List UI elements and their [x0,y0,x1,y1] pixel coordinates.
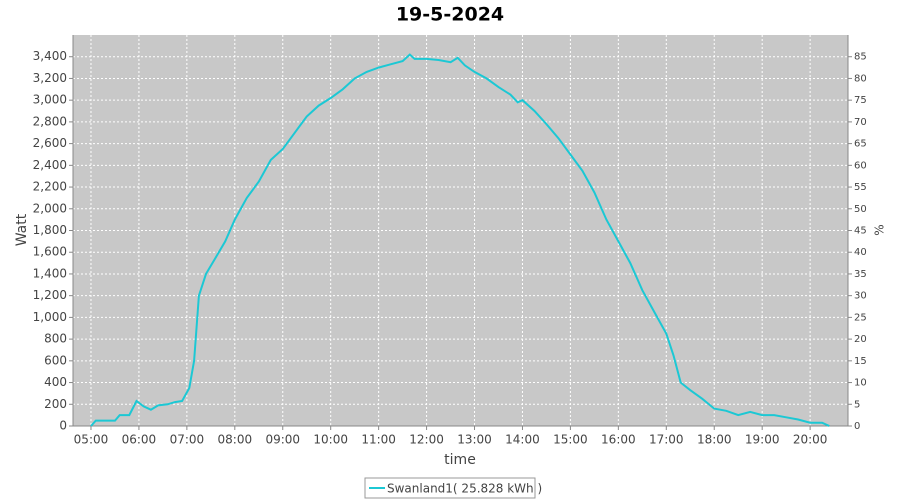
y2-tick-label: 80 [854,73,867,84]
y2-tick-label: 15 [854,356,867,367]
y-tick-label: 1,400 [33,266,67,280]
line-series [90,53,830,427]
x-tick-label: 05:00 [74,433,109,447]
y2-tick-label: 40 [854,247,867,258]
chart-title: 19-5-2024 [396,4,504,26]
x-axis-label: time [444,452,476,468]
y-tick-label: 1,800 [33,223,67,237]
y2-axis-label: % [873,224,887,235]
y-tick-label: 2,200 [33,180,67,194]
y-tick-label: 1,600 [33,245,67,259]
y2-tick-label: 75 [854,95,867,106]
x-tick-label: 19:00 [745,433,780,447]
x-tick-label: 14:00 [505,433,540,447]
x-tick-label: 12:00 [409,433,444,447]
legend [364,477,536,499]
y-tick-label: 200 [44,397,67,411]
x-tick-label: 15:00 [553,433,588,447]
y-tick-label: 1,200 [33,288,67,302]
y-tick-label: 400 [44,375,67,389]
y-tick-label: 2,400 [33,158,67,172]
y-tick-label: 0 [59,419,67,433]
legend-label: Swanland1( 25.828 kWh ) [387,482,542,496]
y2-tick-label: 10 [854,378,867,389]
y2-tick-label: 45 [854,226,867,237]
y-tick-label: 1,000 [33,310,67,324]
y2-tick-label: 55 [854,182,867,193]
x-tick-label: 10:00 [313,433,348,447]
y2-tick-label: 85 [854,52,867,63]
y2-tick-label: 0 [854,421,860,432]
y2-tick-label: 70 [854,117,867,128]
y-tick-label: 2,600 [33,136,67,150]
y-tick-label: 2,800 [33,114,67,128]
x-tick-label: 17:00 [649,433,684,447]
x-tick-label: 11:00 [361,433,396,447]
y-axis-label: Watt [14,213,30,246]
y-tick-label: 800 [44,332,67,346]
y-tick-label: 2,000 [33,201,67,215]
y-tick-label: 600 [44,353,67,367]
y2-tick-label: 65 [854,139,867,150]
y2-tick-label: 25 [854,312,867,323]
y2-tick-label: 30 [854,291,867,302]
x-tick-label: 07:00 [170,433,205,447]
y-tick-label: 3,200 [33,71,67,85]
y2-tick-label: 5 [854,399,860,410]
y2-tick-label: 35 [854,269,867,280]
x-tick-label: 08:00 [218,433,253,447]
x-tick-label: 09:00 [265,433,300,447]
x-tick-label: 13:00 [457,433,492,447]
y-tick-label: 3,400 [33,49,67,63]
y-tick-label: 3,000 [33,93,67,107]
x-tick-label: 20:00 [793,433,828,447]
x-tick-label: 16:00 [601,433,636,447]
y2-tick-label: 60 [854,160,867,171]
x-tick-label: 18:00 [697,433,732,447]
x-tick-label: 06:00 [122,433,157,447]
y2-tick-label: 50 [854,204,867,215]
y2-tick-label: 20 [854,334,867,345]
